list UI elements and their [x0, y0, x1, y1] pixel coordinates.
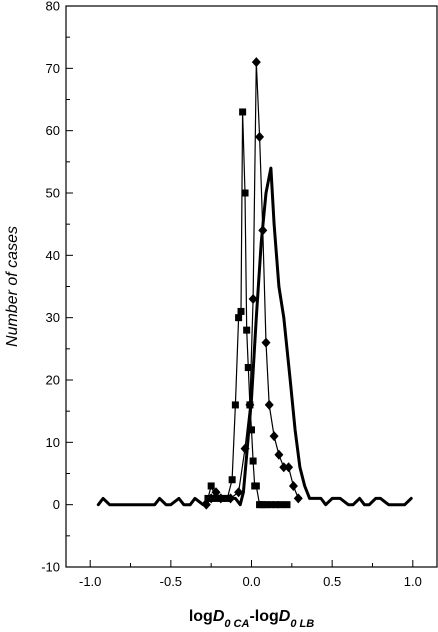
diamond-marker	[279, 462, 289, 473]
y-tick-label: 60	[46, 123, 60, 138]
square-marker	[248, 426, 255, 434]
diamond-marker	[258, 225, 268, 236]
x-title-subscript: 0 LB	[290, 618, 314, 630]
y-tick-label: 10	[46, 435, 60, 450]
diamond-marker	[201, 499, 211, 510]
square-marker	[252, 482, 260, 490]
square-marker	[207, 482, 215, 490]
diamond-marker	[240, 443, 250, 454]
square-marker	[228, 476, 236, 484]
y-tick-label: 30	[46, 310, 60, 325]
y-tick-label: 80	[46, 0, 60, 14]
diamond-marker	[234, 487, 244, 498]
square-marker	[267, 501, 275, 509]
square-marker	[235, 314, 243, 322]
x-axis-title: logD0 CA-logD0 LB	[189, 608, 314, 630]
x-tick-label: -1.0	[79, 574, 101, 589]
y-tick-label: 40	[46, 248, 60, 263]
x-tick-label: 0.0	[242, 574, 260, 589]
diamond-marker	[206, 493, 216, 504]
diamond-marker	[251, 57, 261, 68]
square-marker	[283, 501, 291, 509]
x-title-part: log	[189, 608, 213, 625]
diamond-marker	[211, 487, 221, 498]
diamond-marker	[274, 449, 284, 460]
x-title-part: D	[279, 608, 291, 625]
diamond-marker	[255, 131, 265, 142]
diamond-marker	[293, 493, 303, 504]
y-axis-title: Number of cases	[4, 226, 21, 347]
x-tick-label: -0.5	[160, 574, 182, 589]
axis-layer: -10 0 10 20 30 40 50 60 70 80 -1.0 -0.5 0.0 0.5 1.0	[41, 0, 422, 589]
square-marker	[243, 326, 251, 334]
x-tick-label: 1.0	[404, 574, 422, 589]
y-tick-label: 0	[53, 497, 60, 512]
diamond-marker	[269, 431, 279, 442]
diamond-marker	[248, 293, 258, 304]
square-marker	[237, 307, 245, 315]
diamond-marker	[261, 337, 271, 348]
square-marker	[244, 364, 252, 372]
square-marker	[249, 457, 257, 465]
square-marker	[277, 501, 285, 509]
diamond-marker	[226, 493, 236, 504]
y-tick-label: 50	[46, 186, 60, 201]
square-marker	[262, 501, 270, 509]
diamond-marker	[284, 462, 294, 473]
square-marker	[212, 494, 220, 502]
square-marker	[241, 189, 249, 197]
y-tick-label: -10	[41, 560, 60, 575]
square-marker	[272, 501, 280, 509]
x-title-part: -log	[249, 608, 278, 625]
y-tick-label: 20	[46, 373, 60, 388]
diamond-marker	[288, 480, 298, 491]
series-line-0	[96, 166, 413, 507]
diamond-marker	[245, 399, 255, 410]
diamond-marker	[216, 493, 226, 504]
x-title-part: D	[213, 608, 225, 625]
series-layer	[96, 57, 413, 510]
y-tick-label: 70	[46, 61, 60, 76]
square-marker	[239, 108, 247, 116]
square-marker	[231, 401, 239, 409]
diamond-marker	[264, 399, 274, 410]
x-title-subscript: 0 CA	[224, 618, 249, 630]
x-tick-label: 0.5	[323, 574, 341, 589]
